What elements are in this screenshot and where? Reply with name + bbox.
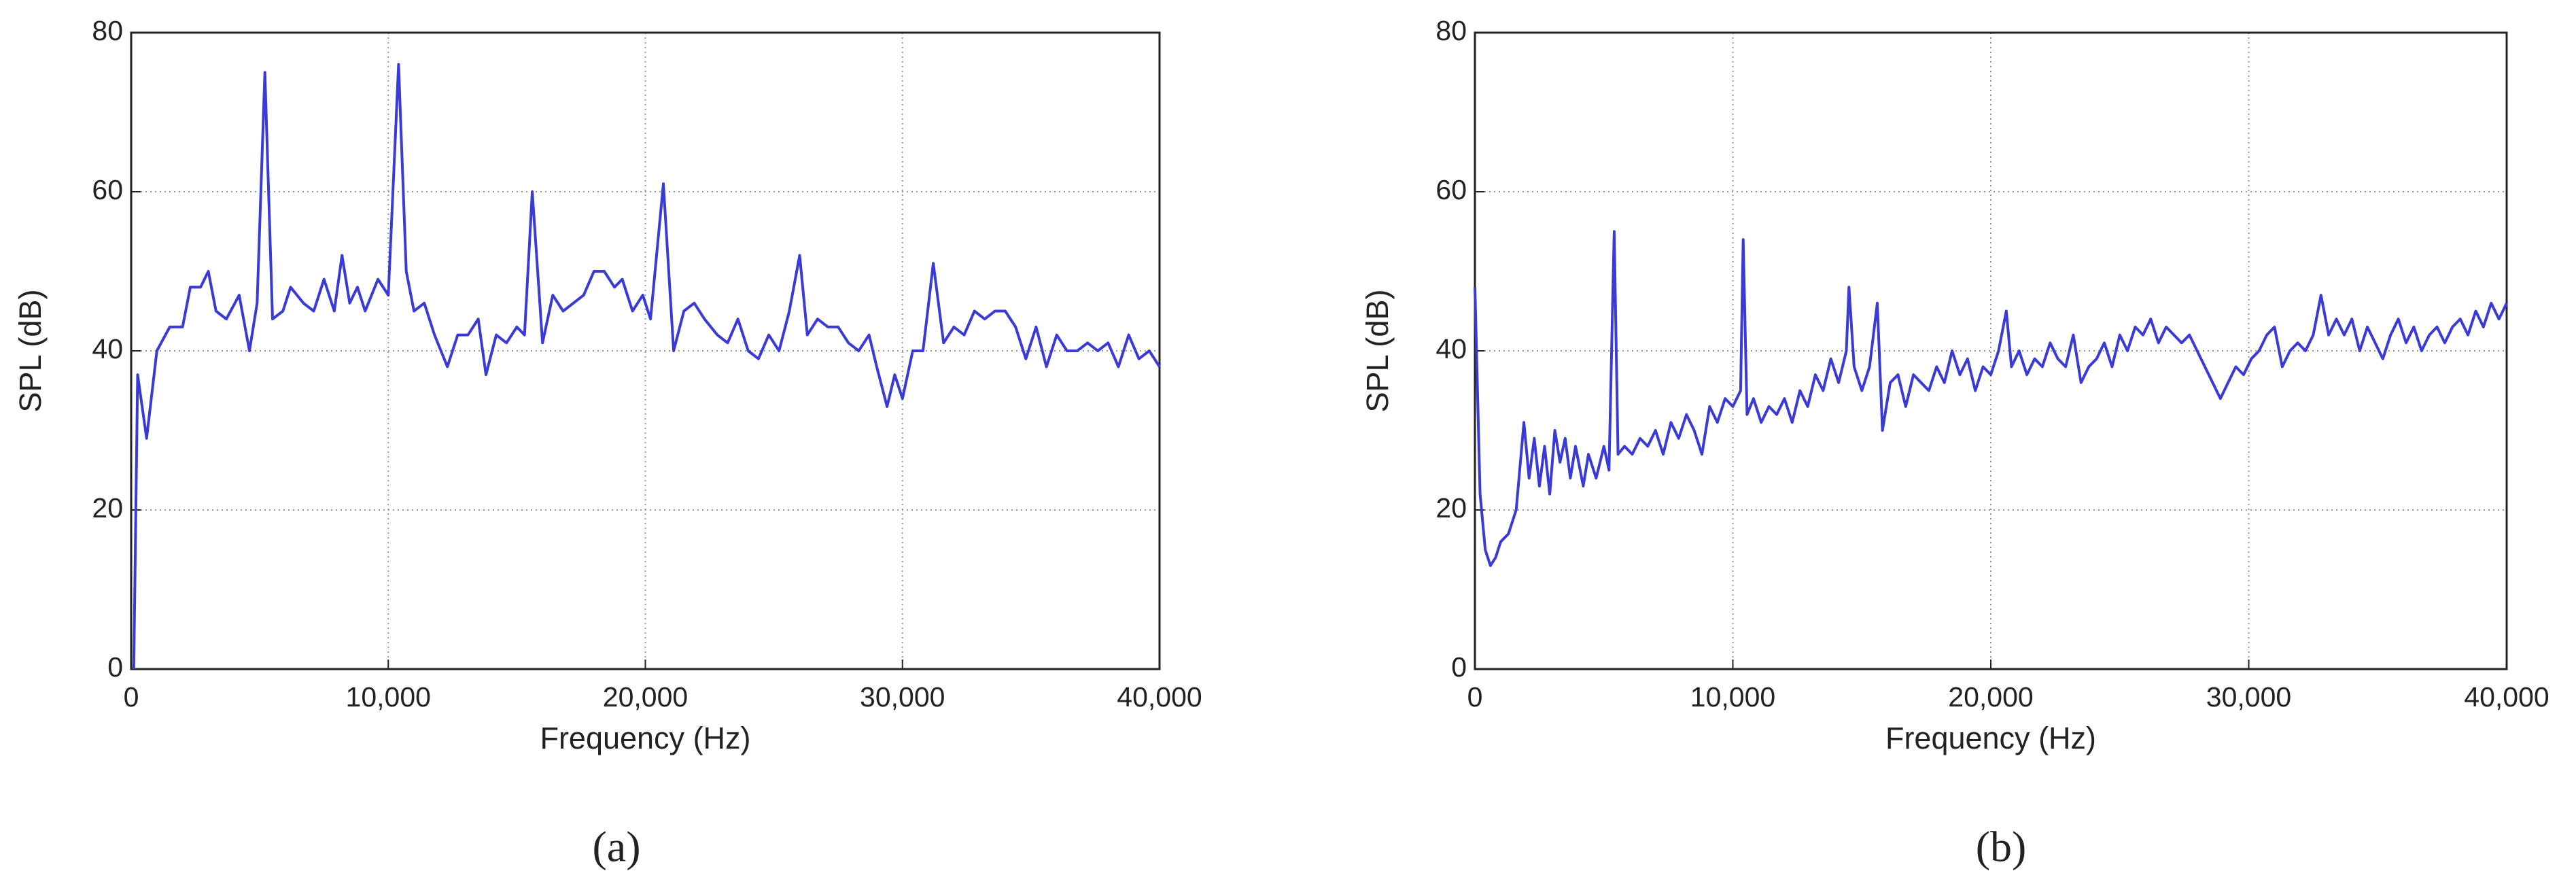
y-tick-label: 20 (92, 492, 123, 524)
x-axis-label: Frequency (Hz) (1885, 721, 2096, 755)
y-tick-label: 0 (1451, 651, 1467, 683)
x-tick-label: 20,000 (603, 681, 688, 713)
y-tick-label: 40 (1435, 333, 1467, 364)
x-tick-label: 40,000 (2464, 681, 2549, 713)
data-line (1474, 230, 2508, 567)
x-tick-label: 0 (1467, 681, 1483, 713)
x-tick-label: 40,000 (1117, 681, 1202, 713)
x-tick-label: 10,000 (346, 681, 431, 713)
y-tick-label: 80 (1435, 15, 1467, 46)
x-tick-label: 20,000 (1948, 681, 2033, 713)
y-tick-label: 40 (92, 333, 123, 364)
x-tick-label: 0 (124, 681, 139, 713)
y-tick-label: 80 (92, 15, 123, 46)
y-tick-label: 60 (92, 174, 123, 205)
y-tick-label: 60 (1435, 174, 1467, 205)
y-axis-label: SPL (dB) (13, 290, 48, 413)
y-axis-label: SPL (dB) (1360, 290, 1395, 413)
caption: (b) (1976, 823, 2027, 871)
plot-frame (1474, 31, 2508, 670)
data-line (132, 63, 1161, 670)
x-axis-label: Frequency (Hz) (540, 721, 750, 755)
x-tick-label: 30,000 (2206, 681, 2291, 713)
x-tick-label: 10,000 (1690, 681, 1775, 713)
y-tick-label: 0 (107, 651, 123, 683)
caption: (a) (592, 823, 640, 871)
y-tick-label: 20 (1435, 492, 1467, 524)
plot-frame (130, 31, 1161, 670)
x-tick-label: 30,000 (860, 681, 945, 713)
